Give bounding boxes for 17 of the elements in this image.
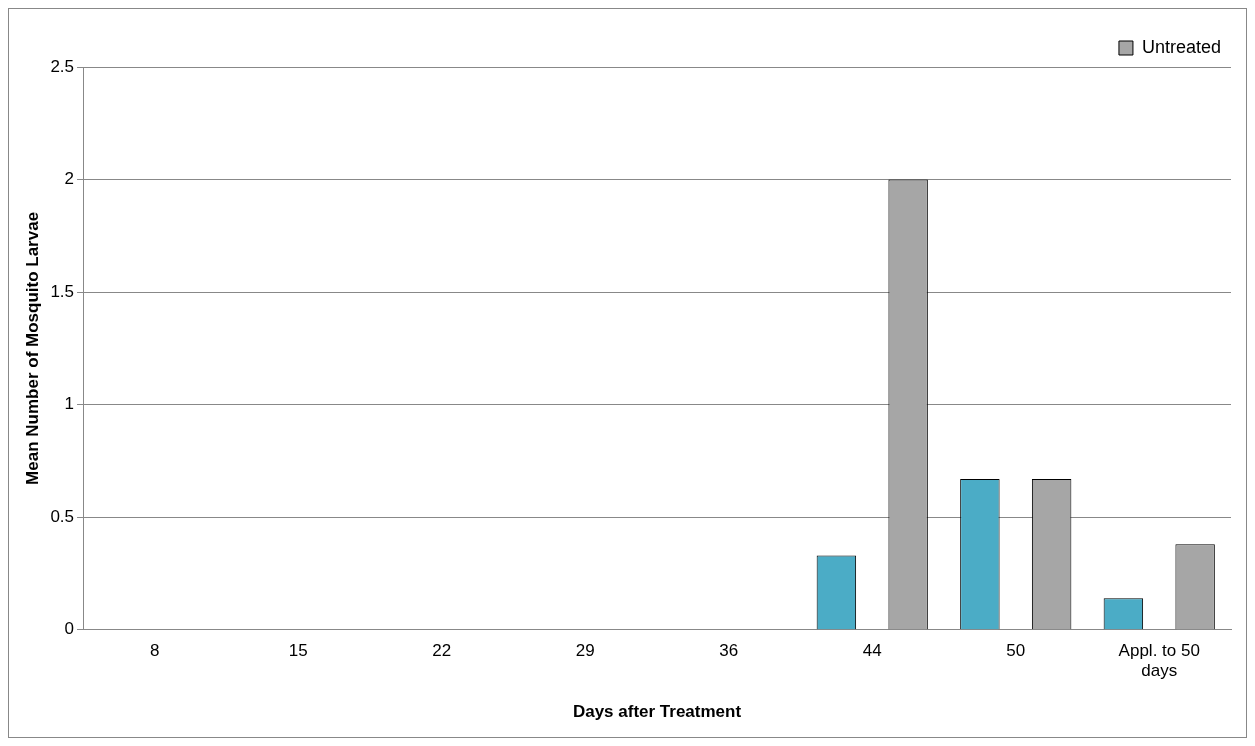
x-tick-label: 36 bbox=[719, 640, 739, 660]
y-tick-label: 0.5 bbox=[50, 506, 75, 526]
legend-label: Untreated bbox=[1141, 36, 1222, 57]
y-tick-label: 1.5 bbox=[50, 281, 75, 301]
x-tick-label: 44 bbox=[862, 640, 882, 660]
x-tick-label: 22 bbox=[432, 640, 452, 660]
x-axis-title: Days after Treatment bbox=[572, 702, 742, 722]
y-tick-label: 1 bbox=[64, 394, 75, 414]
y-axis-title: Mean Number of Mosquito Larvae bbox=[22, 211, 42, 485]
y-tick-label: 2 bbox=[64, 169, 75, 189]
x-tick-label: 29 bbox=[575, 640, 595, 660]
x-tick-label: 8 bbox=[150, 640, 160, 660]
y-tick-label: 2.5 bbox=[50, 56, 75, 76]
x-tick-label: 50 bbox=[1006, 640, 1026, 660]
y-tick-label: 0 bbox=[64, 619, 75, 639]
x-tick-label: Appl. to 50 days bbox=[1118, 640, 1200, 681]
x-tick-label: 15 bbox=[288, 640, 308, 660]
